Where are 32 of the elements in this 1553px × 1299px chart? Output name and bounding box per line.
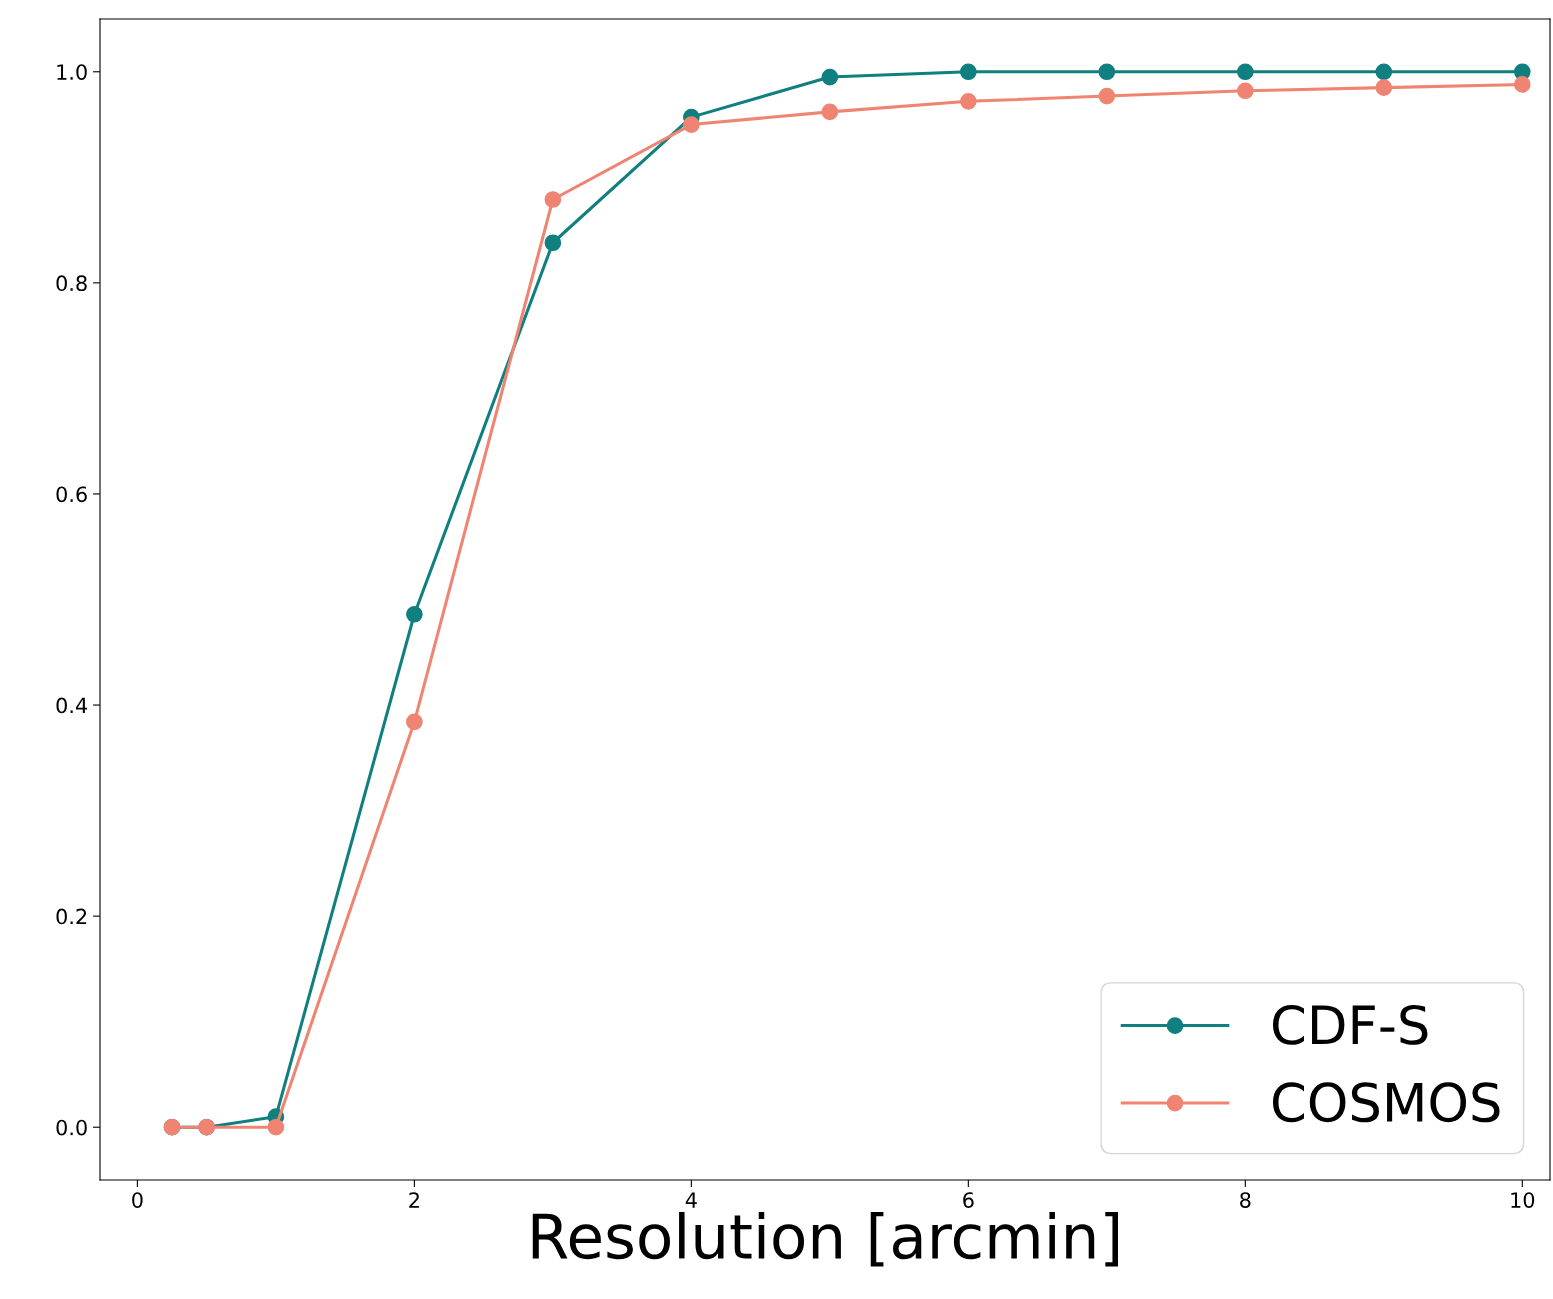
x-tick-label: 0 [132, 1192, 143, 1208]
point [960, 92, 977, 110]
point [544, 191, 562, 208]
y-tick-label: 0.8 [56, 275, 87, 292]
point [960, 63, 977, 81]
x-tick-label: 2 [409, 1192, 419, 1208]
point [1375, 63, 1393, 81]
y-tick-label: 0.2 [56, 908, 87, 925]
point [683, 116, 700, 133]
point [1513, 76, 1531, 93]
x-tick-label: 4 [685, 1192, 697, 1208]
point [267, 1118, 285, 1136]
x-tick-label: 6 [963, 1192, 974, 1208]
y-tick-label: 0.6 [56, 486, 87, 503]
point [544, 234, 562, 252]
y-tick-label: 0.0 [56, 1119, 87, 1136]
point [406, 713, 423, 731]
point [821, 103, 839, 121]
point [1236, 82, 1254, 100]
y-tick-label: 0.4 [56, 697, 88, 714]
x-tick-label: 10 [1511, 1192, 1535, 1208]
y-tick-label: 1.0 [57, 64, 87, 80]
point [821, 68, 839, 86]
legend-label: CDF-S [1272, 1004, 1428, 1045]
x-axis-title: Resolution [arcmin] [532, 1211, 1118, 1267]
x-tick-label: 8 [1240, 1192, 1251, 1208]
point [1098, 87, 1116, 105]
point [1375, 79, 1393, 96]
legend-label: COSMOS [1272, 1082, 1500, 1123]
point [406, 605, 423, 623]
point [1236, 63, 1254, 81]
point [1098, 63, 1116, 81]
